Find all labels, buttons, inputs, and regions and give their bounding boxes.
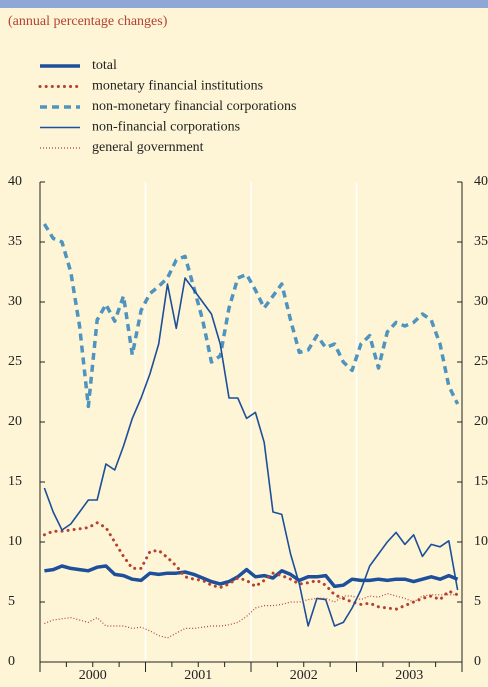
top-band	[0, 0, 488, 8]
series-line	[44, 564, 459, 589]
y2-tick-label: 25	[474, 354, 488, 369]
series-line	[43, 277, 459, 627]
y-tick-label: 5	[8, 594, 15, 609]
y-tick-label: 10	[8, 534, 22, 549]
y-tick-label: 30	[8, 294, 22, 309]
y-tick-label: 20	[8, 414, 22, 429]
x-tick-label: 2001	[184, 668, 212, 683]
y2-tick-label: 35	[474, 234, 488, 249]
y2-tick-label: 10	[474, 534, 488, 549]
y2-tick-label: 0	[474, 654, 481, 669]
y2-tick-label: 30	[474, 294, 488, 309]
y-tick-label: 25	[8, 354, 22, 369]
series-line	[42, 223, 460, 409]
legend-label: non-financial corporations	[92, 120, 240, 135]
y-tick-label: 15	[8, 474, 22, 489]
y2-tick-label: 5	[474, 594, 481, 609]
y2-tick-label: 15	[474, 474, 488, 489]
y2-tick-label: 40	[474, 174, 488, 189]
legend-label: general government	[92, 140, 204, 155]
subtitle: (annual percentage changes)	[8, 14, 168, 29]
legend-label: non-monetary financial corporations	[92, 99, 296, 114]
legend-label: monetary financial institutions	[92, 79, 263, 94]
x-tick-label: 2002	[290, 668, 318, 683]
x-tick-label: 2000	[79, 668, 107, 683]
y-tick-label: 40	[8, 174, 22, 189]
y-tick-label: 0	[8, 654, 15, 669]
y-tick-label: 35	[8, 234, 22, 249]
series-line	[42, 521, 460, 611]
y2-tick-label: 20	[474, 414, 488, 429]
x-tick-label: 2003	[395, 668, 423, 683]
legend-label: total	[92, 58, 117, 73]
